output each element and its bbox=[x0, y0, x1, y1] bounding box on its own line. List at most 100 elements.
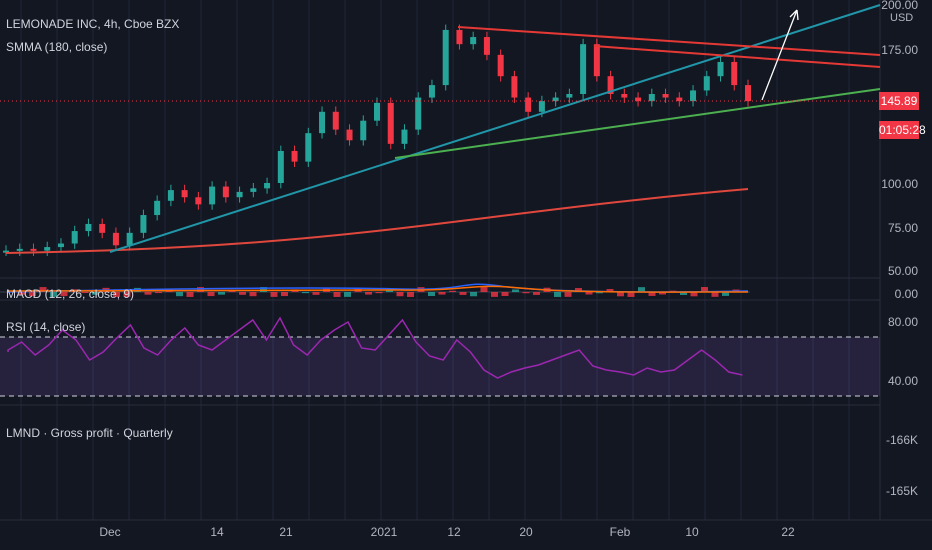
rsi-line bbox=[7, 316, 743, 379]
candle-body bbox=[99, 223, 106, 233]
projection-arrowhead bbox=[789, 9, 799, 21]
candle-body bbox=[745, 85, 751, 102]
blue-trendline bbox=[109, 4, 881, 253]
macd-histogram-bar bbox=[459, 292, 467, 295]
candle-body bbox=[167, 190, 174, 201]
time-axis-label: Feb bbox=[609, 525, 631, 539]
candle-body bbox=[264, 183, 271, 189]
macd-histogram-bar bbox=[522, 292, 530, 294]
candle-body bbox=[525, 97, 532, 112]
macd-signal-line bbox=[7, 285, 749, 293]
macd-histogram-bar bbox=[270, 292, 278, 297]
macd-histogram-bar bbox=[344, 292, 351, 297]
grid-line bbox=[272, 0, 274, 520]
bar-countdown-tag: 01:05:28 bbox=[879, 121, 926, 139]
macd-histogram-bar bbox=[438, 292, 446, 295]
time-axis-label: 10 bbox=[685, 525, 699, 539]
macd-histogram-bar bbox=[228, 290, 236, 292]
macd-histogram-bar bbox=[333, 292, 341, 297]
macd-histogram-bar bbox=[564, 292, 572, 297]
smma-indicator-label[interactable]: SMMA (180, close) bbox=[6, 40, 108, 54]
time-axis-label: 20 bbox=[519, 525, 533, 539]
macd-histogram-bar bbox=[396, 292, 404, 297]
macd-histogram-bar bbox=[701, 287, 708, 292]
candle-body bbox=[566, 94, 573, 98]
macd-histogram-bar bbox=[554, 292, 561, 297]
grid-line bbox=[200, 0, 202, 520]
candle-body bbox=[209, 186, 216, 205]
macd-histogram-bar bbox=[239, 292, 246, 295]
macd-histogram-bar bbox=[39, 287, 47, 292]
time-axis-label: 22 bbox=[781, 525, 795, 539]
macd-histogram-bar bbox=[29, 292, 36, 297]
candle-body bbox=[470, 37, 477, 45]
time-axis-label: 12 bbox=[447, 525, 461, 539]
grid-line bbox=[668, 0, 670, 520]
candle-body bbox=[690, 90, 697, 102]
candle-body bbox=[319, 111, 326, 134]
candle-body bbox=[181, 190, 188, 198]
price-axis-label: 75.00 bbox=[887, 221, 918, 235]
macd-histogram-bar bbox=[659, 292, 666, 295]
macd-histogram-bar bbox=[617, 292, 624, 297]
macd-histogram-bar bbox=[60, 292, 68, 297]
candle-body bbox=[222, 186, 229, 198]
macd-histogram-bar bbox=[92, 292, 99, 295]
macd-histogram-bar bbox=[302, 292, 309, 294]
macd-histogram-bar bbox=[18, 292, 26, 295]
gross-profit-label[interactable]: LMND · Gross profit · Quarterly bbox=[6, 426, 173, 440]
candle-body bbox=[71, 231, 78, 244]
macd-histogram-bar bbox=[197, 287, 204, 292]
grid-line bbox=[92, 0, 94, 520]
candle-body bbox=[346, 129, 353, 141]
grid-line bbox=[596, 0, 598, 520]
candle-body bbox=[387, 102, 394, 144]
time-axis-label: 21 bbox=[279, 525, 293, 539]
candle-body bbox=[44, 247, 51, 251]
candle-body bbox=[415, 97, 422, 130]
candle-body bbox=[277, 150, 284, 183]
macd-axis-label: 0.00 bbox=[894, 287, 918, 301]
macd-histogram-bar bbox=[113, 292, 120, 297]
candle-body bbox=[635, 97, 642, 102]
gross-axis-label: -165K bbox=[885, 484, 918, 498]
symbol-title: LEMONADE INC, 4h, Cboe BZX bbox=[6, 17, 180, 31]
candle-body bbox=[511, 76, 518, 98]
red-trendline bbox=[457, 26, 881, 56]
candle-body bbox=[662, 94, 669, 98]
grid-line bbox=[524, 0, 526, 520]
candle-body bbox=[112, 232, 119, 246]
candle-body bbox=[374, 102, 380, 121]
candle-body bbox=[291, 150, 298, 162]
macd-histogram-bar bbox=[575, 288, 582, 292]
grid-line bbox=[236, 0, 238, 520]
macd-histogram-bar bbox=[375, 292, 383, 294]
macd-histogram-bar bbox=[596, 292, 603, 294]
macd-histogram-bar bbox=[249, 292, 257, 297]
current-price-tag: 145.89 bbox=[879, 92, 919, 110]
macd-histogram-bar bbox=[312, 292, 320, 295]
candle-body bbox=[483, 37, 490, 55]
macd-indicator-label[interactable]: MACD (12, 26, close, 9) bbox=[6, 287, 135, 301]
candle-body bbox=[648, 94, 655, 102]
time-axis-label: 14 bbox=[210, 525, 224, 539]
price-axis-label: 200.00 bbox=[881, 0, 918, 12]
candle-body bbox=[3, 250, 9, 253]
candle-body bbox=[360, 120, 367, 141]
macd-histogram-bar bbox=[627, 292, 635, 297]
rsi-band bbox=[0, 337, 880, 396]
rsi-indicator-label[interactable]: RSI (14, close) bbox=[6, 320, 86, 334]
candle-body bbox=[621, 94, 628, 98]
candle-body bbox=[593, 44, 600, 77]
grid-line bbox=[812, 0, 814, 520]
grid-line bbox=[20, 0, 22, 520]
candle-body bbox=[305, 133, 312, 162]
macd-histogram-bar bbox=[123, 292, 131, 297]
candle-body bbox=[332, 111, 339, 130]
grid-line bbox=[488, 0, 490, 520]
candle-body bbox=[57, 243, 64, 248]
candle-body bbox=[456, 29, 463, 45]
grid-line bbox=[632, 0, 634, 520]
price-axis-label: 175.00 bbox=[881, 43, 918, 57]
